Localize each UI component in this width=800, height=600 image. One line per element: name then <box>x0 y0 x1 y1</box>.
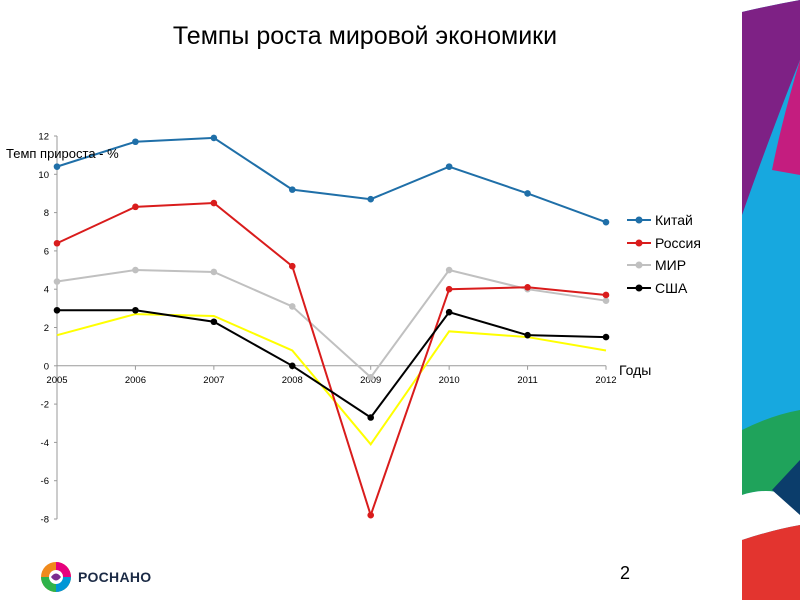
data-point <box>288 303 296 310</box>
decorative-side-band <box>742 0 800 600</box>
legend-item: МИР <box>626 254 701 277</box>
y-axis-label: Темп прироста - % <box>6 146 119 161</box>
data-point <box>602 333 610 341</box>
x-tick-label: 2006 <box>125 375 146 386</box>
chart-legend: Китай Россия МИР США <box>626 209 701 299</box>
data-point <box>210 134 218 142</box>
x-tick-label: 2007 <box>203 375 224 386</box>
data-point <box>53 163 61 170</box>
data-point <box>602 297 610 304</box>
data-point <box>53 278 61 285</box>
x-tick-label: 2010 <box>439 375 460 386</box>
x-tick-label: 2012 <box>595 375 616 386</box>
data-point <box>288 262 296 270</box>
data-point <box>210 268 218 276</box>
y-tick-label: -8 <box>41 515 49 526</box>
data-point <box>132 306 139 314</box>
data-point <box>132 138 139 146</box>
legend-swatch <box>627 284 651 292</box>
legend-label: Китай <box>655 212 693 229</box>
data-point <box>367 414 375 421</box>
rosnano-logo: РОСНАНО <box>40 561 151 593</box>
series-line <box>56 136 607 224</box>
data-point <box>132 203 139 211</box>
y-tick-label: 10 <box>38 170 49 181</box>
y-tick-label: 8 <box>44 208 49 219</box>
data-point <box>53 306 61 314</box>
data-point <box>524 283 531 291</box>
chart-series <box>53 134 610 519</box>
x-axis-label: Годы <box>619 362 652 378</box>
data-point <box>210 318 218 326</box>
data-point <box>524 331 531 339</box>
data-point <box>445 163 453 170</box>
legend-swatch <box>627 239 651 247</box>
legend-label: Россия <box>655 234 701 251</box>
x-tick-label: 2005 <box>46 375 67 386</box>
data-point <box>367 511 375 519</box>
y-tick-label: -6 <box>41 476 49 487</box>
data-point <box>53 239 61 247</box>
data-point <box>445 266 453 274</box>
data-point <box>367 195 375 203</box>
data-point <box>445 285 453 293</box>
data-point <box>524 190 531 197</box>
data-point <box>445 308 453 316</box>
legend-label: США <box>655 279 688 296</box>
legend-label: МИР <box>655 257 687 274</box>
series-line <box>56 313 607 446</box>
data-point <box>288 186 296 193</box>
series-line <box>56 202 607 519</box>
page-number: 2 <box>620 563 631 583</box>
y-tick-label: 6 <box>44 246 49 257</box>
logo-text: РОСНАНО <box>78 569 152 585</box>
data-point <box>288 362 296 370</box>
legend-item: Россия <box>626 232 701 255</box>
slide-title: Темпы роста мировой экономики <box>172 22 558 50</box>
x-tick-label: 2008 <box>282 375 303 386</box>
y-tick-label: 2 <box>44 323 49 334</box>
legend-item: Китай <box>626 209 701 232</box>
y-tick-label: -2 <box>41 400 49 411</box>
legend-swatch <box>627 261 651 269</box>
x-tick-label: 2011 <box>517 375 537 386</box>
data-point <box>367 373 375 381</box>
data-point <box>602 291 610 299</box>
y-tick-label: 12 <box>38 132 49 143</box>
y-tick-label: -4 <box>41 438 49 449</box>
legend-item: США <box>626 277 701 300</box>
rosnano-logo-icon <box>41 562 71 592</box>
series-line <box>57 309 607 419</box>
y-tick-label: 4 <box>44 285 49 296</box>
data-point <box>132 266 139 274</box>
data-point <box>210 199 218 207</box>
chart-axes: -8-6-4-202468101220052006200720082009201… <box>38 132 616 526</box>
y-tick-label: 0 <box>44 361 49 372</box>
legend-swatch <box>627 216 651 224</box>
data-point <box>602 218 610 226</box>
series-line <box>56 268 607 379</box>
